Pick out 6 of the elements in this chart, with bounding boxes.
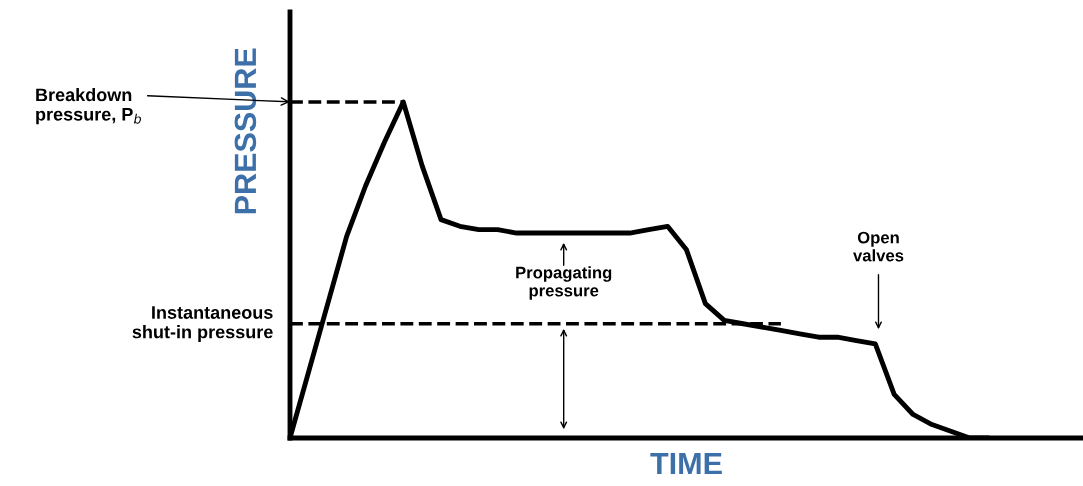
x-axis-title: TIME (650, 453, 722, 475)
annotation: Propagating pressure (516, 266, 612, 300)
ref-line-label: Breakdown pressure, P$_{b}$ (36, 88, 141, 125)
y-axis-title: PRESSURE (234, 48, 257, 214)
annotation: Open valves (853, 231, 904, 262)
ref-line-label: Instantaneous shut-in pressure (132, 306, 273, 342)
